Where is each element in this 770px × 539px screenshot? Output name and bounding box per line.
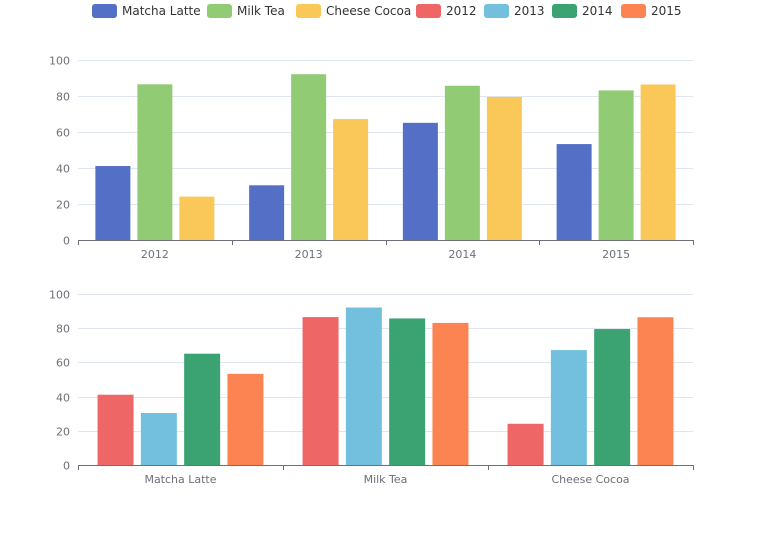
bar-matcha-latte-2014[interactable] xyxy=(402,122,438,240)
legend-swatch-matcha-latte xyxy=(92,4,117,18)
bar-cheese-cocoa-2014[interactable] xyxy=(486,96,522,241)
bar-2015-milk-tea[interactable] xyxy=(432,322,469,465)
x-tick-label-2015: 2015 xyxy=(602,248,630,261)
legend-swatch-milk-tea xyxy=(207,4,232,18)
y-tick-label: 40 xyxy=(56,392,70,405)
y-tick-label: 60 xyxy=(56,357,70,370)
y-tick-label: 80 xyxy=(56,91,70,104)
bar-2013-milk-tea[interactable] xyxy=(345,307,382,465)
legend-item-milk-tea[interactable]: Milk Tea xyxy=(207,4,285,18)
x-tick-label-2012: 2012 xyxy=(141,248,169,261)
top-bar-chart: 0 20 40 60 80 100 2012 2013 2014 2015 xyxy=(49,55,694,261)
legend-swatch-cheese-cocoa xyxy=(296,4,321,18)
bar-2014-milk-tea[interactable] xyxy=(389,318,426,465)
legend-item-2014[interactable]: 2014 xyxy=(552,4,613,18)
y-tick-label: 20 xyxy=(56,199,70,212)
legend-item-2013[interactable]: 2013 xyxy=(484,4,545,18)
bar-cheese-cocoa-2015[interactable] xyxy=(640,84,676,240)
legend-item-matcha-latte[interactable]: Matcha Latte xyxy=(92,4,201,18)
bar-2013-matcha-latte[interactable] xyxy=(140,413,177,465)
bar-2015-matcha-latte[interactable] xyxy=(227,373,264,465)
legend-label-cheese-cocoa: Cheese Cocoa xyxy=(326,4,411,18)
legend-swatch-2012 xyxy=(416,4,441,18)
x-tick-label-2014: 2014 xyxy=(448,248,476,261)
legend-swatch-2015 xyxy=(621,4,646,18)
bar-2012-matcha-latte[interactable] xyxy=(97,394,134,465)
bar-cheese-cocoa-2013[interactable] xyxy=(333,119,369,240)
y-tick-label: 0 xyxy=(63,460,70,473)
x-tick-label-2013: 2013 xyxy=(295,248,323,261)
legend-item-cheese-cocoa[interactable]: Cheese Cocoa xyxy=(296,4,411,18)
y-tick-label: 100 xyxy=(49,55,70,68)
legend-swatch-2013 xyxy=(484,4,509,18)
x-tick-label-matcha-latte: Matcha Latte xyxy=(144,473,216,486)
bar-2012-cheese-cocoa[interactable] xyxy=(507,423,544,465)
bar-2014-matcha-latte[interactable] xyxy=(184,353,221,465)
bar-cheese-cocoa-2012[interactable] xyxy=(179,196,215,240)
bar-milk-tea-2014[interactable] xyxy=(444,85,480,241)
bar-2013-cheese-cocoa[interactable] xyxy=(550,350,587,465)
y-tick-label: 60 xyxy=(56,127,70,140)
bar-matcha-latte-2013[interactable] xyxy=(249,185,285,240)
legend: Matcha Latte Milk Tea Cheese Cocoa 2012 2013… xyxy=(92,4,682,18)
legend-label-2015: 2015 xyxy=(651,4,682,18)
bar-2015-cheese-cocoa[interactable] xyxy=(637,317,674,465)
y-tick-label: 100 xyxy=(49,289,70,302)
x-tick-label-cheese-cocoa: Cheese Cocoa xyxy=(551,473,629,486)
y-tick-label: 20 xyxy=(56,426,70,439)
y-tick-label: 80 xyxy=(56,323,70,336)
legend-label-matcha-latte: Matcha Latte xyxy=(122,4,201,18)
bar-matcha-latte-2012[interactable] xyxy=(95,166,131,240)
legend-label-2013: 2013 xyxy=(514,4,545,18)
y-tick-label: 0 xyxy=(63,235,70,248)
x-tick-label-milk-tea: Milk Tea xyxy=(364,473,408,486)
legend-label-milk-tea: Milk Tea xyxy=(237,4,285,18)
bar-milk-tea-2015[interactable] xyxy=(598,90,634,240)
legend-swatch-2014 xyxy=(552,4,577,18)
bar-milk-tea-2012[interactable] xyxy=(137,84,173,240)
legend-label-2014: 2014 xyxy=(582,4,613,18)
bar-milk-tea-2013[interactable] xyxy=(291,74,327,240)
legend-item-2015[interactable]: 2015 xyxy=(621,4,682,18)
bar-2012-milk-tea[interactable] xyxy=(302,317,339,465)
bottom-bar-chart: 0 20 40 60 80 100 Matcha Latte Milk Tea Cheese C… xyxy=(49,289,694,486)
bar-2014-cheese-cocoa[interactable] xyxy=(594,329,631,465)
bar-matcha-latte-2015[interactable] xyxy=(556,144,592,240)
y-tick-label: 40 xyxy=(56,163,70,176)
legend-label-2012: 2012 xyxy=(446,4,477,18)
legend-item-2012[interactable]: 2012 xyxy=(416,4,477,18)
